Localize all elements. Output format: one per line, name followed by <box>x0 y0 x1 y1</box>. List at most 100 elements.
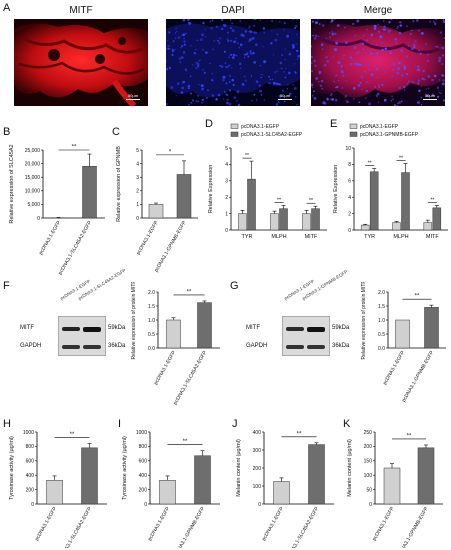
nucleus-dot <box>438 91 441 94</box>
nucleus-dot <box>183 37 186 40</box>
nucleus-dot <box>182 19 186 22</box>
chart-j: Melanin content (μg/ml) 0 100 200 300 400 pcDN… <box>236 430 334 548</box>
nucleus-dot <box>380 41 383 44</box>
nucleus-dot <box>353 45 357 49</box>
nucleus-dot <box>249 50 252 53</box>
nucleus-dot <box>358 101 361 104</box>
y-tick-label: 1.5 <box>378 304 385 310</box>
nucleus-dot <box>345 100 347 102</box>
nucleus-dot <box>228 64 231 67</box>
nucleus-dot <box>294 95 297 98</box>
nucleus-dot <box>222 75 226 79</box>
x-tick-label: pcDNA3.1-EGFP <box>153 349 178 386</box>
nucleus-dot <box>184 68 187 71</box>
band <box>286 345 304 349</box>
y-tick-label: 4 <box>225 162 228 168</box>
x-tick-label: TYR <box>364 234 375 240</box>
y-tick-label: 4 <box>136 161 139 167</box>
nucleus-dot <box>190 44 192 47</box>
scale-label: 50μm <box>127 93 139 98</box>
nucleus-dot <box>168 31 171 34</box>
nucleus-dot <box>331 32 335 36</box>
nucleus-dot <box>368 68 371 71</box>
y-tick-label: 1 <box>136 202 139 208</box>
nucleus-dot <box>182 33 185 36</box>
size-label: 36kDa <box>108 343 126 349</box>
nucleus-dot <box>228 75 231 78</box>
nucleus-dot <box>394 37 397 41</box>
nucleus-dot <box>336 24 340 27</box>
nucleus-dot <box>332 56 335 58</box>
nucleus-dot <box>397 25 399 28</box>
y-axis-label: Relative expression of protein MITF <box>131 282 137 359</box>
nucleus-dot <box>238 47 240 49</box>
nucleus-dot <box>193 52 196 55</box>
nucleus-dot <box>420 86 422 88</box>
nucleus-dot <box>335 75 337 77</box>
nucleus-dot <box>406 25 408 27</box>
bar <box>159 479 176 505</box>
nucleus-dot <box>431 78 434 82</box>
blot-membrane <box>58 316 106 356</box>
nucleus-dot <box>427 59 430 63</box>
nucleus-dot <box>175 95 177 97</box>
nucleus-dot <box>259 64 262 67</box>
bar <box>176 174 192 219</box>
nucleus-dot <box>390 100 393 102</box>
bar <box>273 481 290 505</box>
nucleus-dot <box>403 65 407 69</box>
nucleus-dot <box>420 32 424 35</box>
bar <box>392 222 401 231</box>
nucleus-dot <box>174 32 177 34</box>
nucleus-dot <box>312 34 315 37</box>
nucleus-dot <box>373 24 377 28</box>
nucleus-dot <box>200 38 203 41</box>
size-label: 59kDa <box>108 325 126 331</box>
nucleus-dot <box>231 67 233 69</box>
nucleus-dot <box>182 51 186 54</box>
nucleus-dot <box>437 95 440 98</box>
nucleus-dot <box>273 81 276 85</box>
nucleus-dot <box>269 78 272 81</box>
nucleus-dot <box>373 27 377 30</box>
nucleus-dot <box>190 102 192 104</box>
band <box>307 327 325 332</box>
nucleus-dot <box>438 79 441 81</box>
nucleus-dot <box>195 48 197 51</box>
x-tick-label: pcDNA3.1-GPNMB-EGFP <box>395 505 430 548</box>
nucleus-dot <box>361 88 363 91</box>
nucleus-dot <box>411 81 414 83</box>
nucleus-dot <box>439 31 442 34</box>
nucleus-dot <box>441 63 444 65</box>
nucleus-dot <box>187 103 190 106</box>
nucleus-dot <box>381 48 384 52</box>
band <box>62 345 80 349</box>
y-axis-label: Melanin content (μg/ml) <box>236 439 242 497</box>
row-label-gapdh: GAPDH <box>20 343 42 349</box>
bar <box>369 171 379 231</box>
nucleus-dot <box>200 84 204 88</box>
y-tick-label: 800 <box>139 444 148 450</box>
nucleus-dot <box>337 79 340 82</box>
nucleus-dot <box>202 48 204 51</box>
nucleus-dot <box>369 52 373 55</box>
y-tick-label: 5 <box>225 146 228 152</box>
nucleus-dot <box>416 65 420 68</box>
nucleus-dot <box>239 62 242 66</box>
nucleus-dot <box>392 63 396 66</box>
y-tick-label: 50 <box>366 487 372 493</box>
y-tick-label: 400 <box>26 473 35 479</box>
panel-label-a: A <box>3 2 11 14</box>
legend-label: pcDNA3.1-EGFP <box>241 124 280 130</box>
nucleus-dot <box>295 33 298 36</box>
nucleus-dot <box>441 82 445 86</box>
panel-label-k: K <box>343 418 351 430</box>
nucleus-dot <box>251 100 253 102</box>
nucleus-dot <box>254 19 257 21</box>
size-label: 59kDa <box>332 325 350 331</box>
nucleus-dot <box>171 53 174 57</box>
nucleus-dot <box>244 79 247 82</box>
nucleus-dot <box>392 98 394 101</box>
y-tick-label: 2 <box>136 189 139 195</box>
nucleus-dot <box>334 48 338 52</box>
